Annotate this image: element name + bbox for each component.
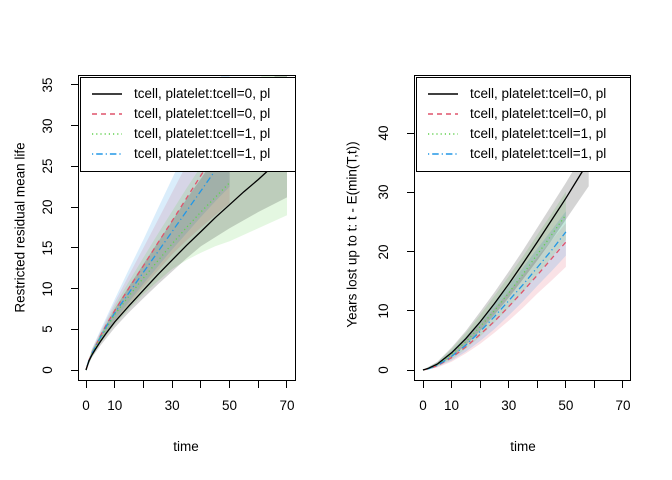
x-tick [229,381,231,388]
x-tick-label: 30 [164,398,180,413]
legend-line-icon-dotted [92,133,122,135]
y-tick [407,369,414,371]
x-tick-label: 0 [82,398,90,413]
left-panel: tcell, platelet:tcell=0, pl tcell, platel… [78,75,296,381]
y-tick [71,369,78,371]
x-tick-label: 70 [615,398,631,413]
y-tick-label: 10 [40,281,55,297]
left-y-axis-title: Restricted residual mean life [12,142,28,313]
right-x-axis-title: time [510,439,536,454]
legend-line-icon-dotted [428,133,458,135]
y-tick-label: 20 [40,199,55,215]
y-tick-label: 5 [40,325,55,334]
right-y-axis-title: Years lost up to t: t - E(min(T,t)) [344,141,360,328]
y-tick-label: 25 [40,158,55,174]
y-tick-label: 35 [40,77,55,93]
legend-item: tcell, platelet:tcell=1, pl [417,124,630,144]
legend-item: tcell, platelet:tcell=1, pl [81,144,295,164]
y-tick [71,84,78,86]
right-plot-area [414,75,631,381]
x-tick-label: 50 [558,398,574,413]
x-tick-label: 0 [419,398,427,413]
y-tick [71,206,78,208]
x-tick [142,381,144,388]
legend-item: tcell, platelet:tcell=0, pl [417,84,630,104]
y-tick-label: 10 [376,303,391,319]
x-tick-label: 30 [501,398,517,413]
x-tick [565,381,567,388]
legend-label: tcell, platelet:tcell=1, pl [134,146,271,161]
panel-border [414,75,631,381]
right-panel: tcell, platelet:tcell=0, pl tcell, platel… [414,75,631,381]
y-tick [407,132,414,134]
x-tick [85,381,87,388]
legend-label: tcell, platelet:tcell=1, pl [470,126,607,141]
legend-item: tcell, platelet:tcell=0, pl [417,104,630,124]
y-tick [71,328,78,330]
legend-line-icon-solid [428,93,458,95]
series-curve-black [85,154,288,371]
x-tick [508,381,510,388]
panel-border [78,75,296,381]
left-x-axis-title: time [173,439,199,454]
y-tick-label: 30 [376,184,391,200]
x-tick [257,381,259,388]
x-tick [451,381,453,388]
x-tick-label: 10 [444,398,460,413]
x-tick [536,381,538,388]
x-tick-label: 10 [107,398,123,413]
legend-item: tcell, platelet:tcell=1, pl [417,144,630,164]
y-tick-label: 0 [40,366,55,374]
x-tick [200,381,202,388]
legend-line-icon-dashdot [428,153,458,155]
legend-item: tcell, platelet:tcell=0, pl [81,104,295,124]
x-tick [422,381,424,388]
legend-item: tcell, platelet:tcell=0, pl [81,84,295,104]
series-curve-blue [85,149,231,371]
x-tick [479,381,481,388]
legend-label: tcell, platelet:tcell=0, pl [470,86,607,101]
series-curve-blue [422,231,567,371]
x-tick-label: 70 [279,398,295,413]
x-tick [286,381,288,388]
legend-line-icon-dashed [92,113,122,115]
legend-label: tcell, platelet:tcell=0, pl [470,106,607,121]
x-tick [622,381,624,388]
legend-label: tcell, platelet:tcell=1, pl [470,146,607,161]
legend-label: tcell, platelet:tcell=0, pl [134,86,271,101]
y-tick [407,251,414,252]
y-tick-label: 0 [376,366,391,374]
legend-line-icon-dashed [428,113,458,115]
legend-item: tcell, platelet:tcell=1, pl [81,124,295,144]
series-curve-black [422,161,590,371]
y-tick [71,165,78,167]
legend-label: tcell, platelet:tcell=1, pl [134,126,271,141]
y-tick-label: 20 [376,243,391,260]
y-tick [71,288,78,290]
legend-line-icon-solid [92,93,122,95]
y-tick [71,125,78,127]
y-tick-label: 15 [40,240,55,256]
y-tick [407,310,414,312]
x-tick [171,381,173,388]
legend-label: tcell, platelet:tcell=0, pl [134,106,271,121]
y-tick-label: 30 [40,118,55,134]
right-legend: tcell, platelet:tcell=0, pl tcell, platel… [416,77,631,172]
x-tick-label: 50 [222,398,238,413]
left-legend: tcell, platelet:tcell=0, pl tcell, platel… [80,77,296,172]
x-tick [593,381,595,388]
x-tick [114,381,116,388]
series-curve-red [422,241,567,371]
series-curve-green [85,182,231,371]
legend-line-icon-dashdot [92,153,122,155]
y-tick [407,191,414,193]
y-tick [71,247,78,249]
y-tick-label: 40 [376,125,391,141]
